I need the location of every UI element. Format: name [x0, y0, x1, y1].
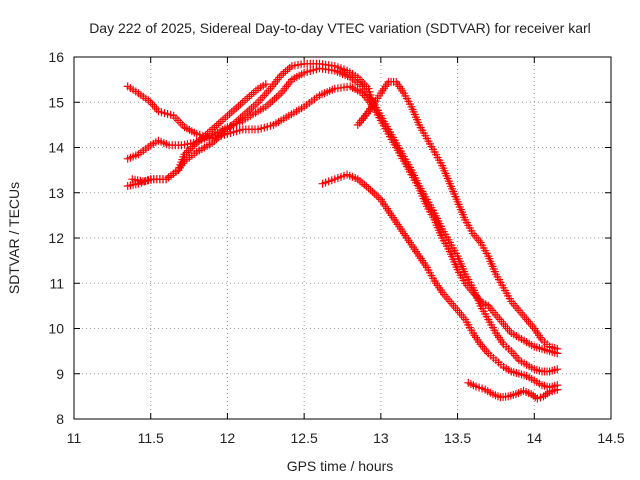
y-tick-label: 16	[48, 49, 64, 65]
y-tick-label: 13	[48, 185, 64, 201]
x-tick-label: 13.5	[444, 430, 471, 446]
series-track-5	[318, 170, 562, 392]
data-point	[261, 80, 270, 89]
x-tick-label: 11.5	[138, 430, 164, 446]
data-point	[553, 365, 562, 374]
data-point	[553, 385, 562, 394]
series-track-1	[123, 82, 562, 358]
y-tick-label: 11	[49, 275, 64, 291]
y-tick-label: 8	[56, 411, 64, 427]
data-point	[543, 389, 552, 398]
y-tick-labels: 8 9 10 11 12 13 14 15 16	[48, 49, 64, 427]
x-tick-label: 14.5	[597, 430, 624, 446]
data-point	[364, 184, 373, 193]
data-point	[370, 189, 379, 198]
x-tick-label: 13	[373, 430, 389, 446]
data-point	[366, 186, 375, 195]
y-tick-label: 10	[48, 321, 64, 337]
data-point	[190, 140, 199, 149]
data-points	[123, 59, 562, 403]
data-point	[184, 146, 193, 155]
y-tick-label: 15	[48, 94, 64, 110]
data-point	[372, 191, 381, 200]
data-point	[188, 142, 197, 151]
data-point	[368, 188, 377, 196]
x-tick-label: 12.5	[291, 430, 318, 446]
chart-title: Day 222 of 2025, Sidereal Day-to-day VTE…	[89, 20, 591, 36]
series-track-3	[123, 59, 562, 353]
y-tick-label: 14	[48, 140, 64, 156]
y-tick-label: 9	[56, 366, 64, 382]
series-track-2	[123, 64, 562, 376]
data-point	[553, 344, 562, 353]
x-tick-labels: 11 11.5 12 12.5 13 13.5 14 14.5	[67, 430, 625, 446]
y-axis-label: SDTVAR / TECUs	[6, 182, 22, 294]
plot-frame	[73, 56, 612, 420]
series-track-6	[464, 378, 562, 403]
y-tick-label: 12	[48, 230, 64, 246]
x-axis-label: GPS time / hours	[287, 458, 394, 474]
data-point	[529, 391, 538, 400]
x-tick-label: 11	[67, 430, 82, 446]
series-track-4	[128, 80, 270, 186]
x-tick-label: 12	[220, 430, 236, 446]
data-point	[539, 392, 548, 401]
x-tick-label: 14	[526, 430, 542, 446]
data-point	[374, 193, 383, 202]
data-point	[180, 150, 189, 159]
